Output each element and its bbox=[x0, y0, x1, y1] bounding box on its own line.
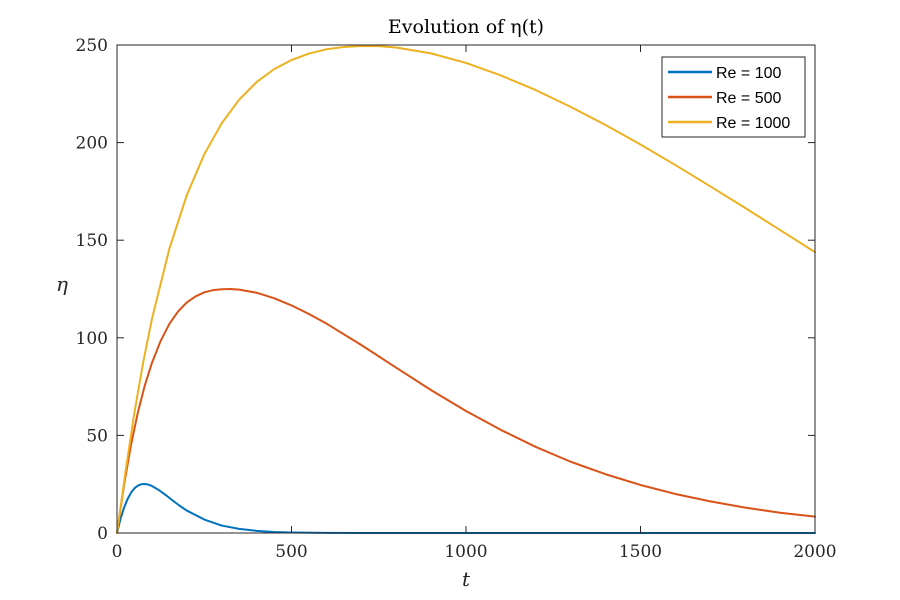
legend-label-3: Re = 1000 bbox=[716, 115, 790, 132]
y-tick-label: 100 bbox=[76, 329, 108, 349]
y-tick-label: 50 bbox=[86, 426, 108, 446]
legend: Re = 100 Re = 500 Re = 1000 bbox=[661, 56, 806, 138]
x-tick-label: 0 bbox=[112, 542, 123, 562]
series-line-3 bbox=[116, 44, 816, 534]
x-tick-label: 500 bbox=[275, 542, 307, 562]
series-line-2 bbox=[116, 288, 816, 534]
y-tick-label: 0 bbox=[97, 524, 108, 544]
y-tick-label: 250 bbox=[76, 36, 108, 56]
y-tick-label: 150 bbox=[76, 231, 108, 251]
legend-label-2: Re = 500 bbox=[716, 90, 781, 107]
legend-label-1: Re = 100 bbox=[716, 65, 781, 82]
legend-entries: Re = 100 Re = 500 Re = 1000 bbox=[668, 65, 790, 132]
x-tick-label: 1000 bbox=[444, 542, 487, 562]
x-tick-label: 1500 bbox=[619, 542, 662, 562]
tick-layer: 0 500 1000 1500 2000 0 50 100 150 200 250 bbox=[76, 36, 837, 562]
x-tick-label: 2000 bbox=[793, 542, 836, 562]
chart-title: Evolution of η(t) bbox=[388, 16, 544, 38]
y-tick-label: 200 bbox=[76, 134, 108, 154]
y-axis-label: η bbox=[56, 272, 68, 296]
x-axis-label: t bbox=[462, 567, 471, 591]
